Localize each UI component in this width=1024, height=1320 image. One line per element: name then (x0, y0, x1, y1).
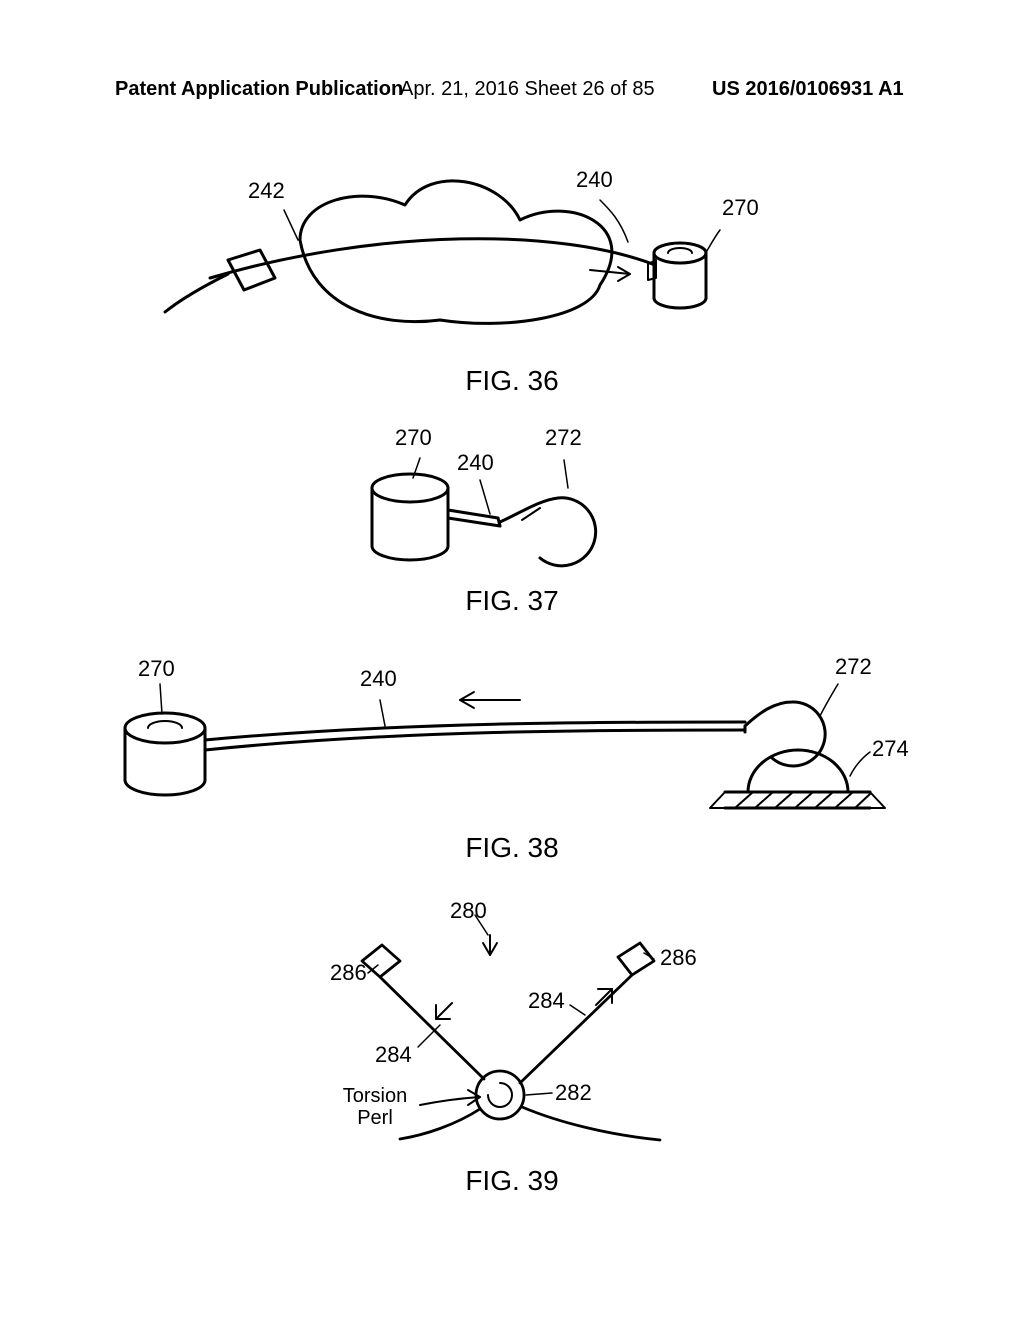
fig39-caption: FIG. 39 (412, 1165, 612, 1197)
fig36-ref-242: 242 (248, 178, 285, 204)
fig37-caption: FIG. 37 (412, 585, 612, 617)
header-left: Patent Application Publication (115, 78, 403, 101)
fig39-ref-282: 282 (555, 1080, 592, 1106)
fig37-ref-240: 240 (457, 450, 494, 476)
fig39-svg (0, 895, 1024, 1175)
fig37-ref-272: 272 (545, 425, 582, 451)
fig39-ref-286b: 286 (660, 945, 697, 971)
fig38-caption: FIG. 38 (412, 832, 612, 864)
fig36-svg (0, 150, 1024, 370)
fig38-ref-240: 240 (360, 666, 397, 692)
fig39-ref-280: 280 (450, 898, 487, 924)
fig37-svg (0, 418, 1024, 588)
fig38-ref-270: 270 (138, 656, 175, 682)
fig39-torsion-line1: Torsion (330, 1085, 420, 1108)
header-right: US 2016/0106931 A1 (712, 78, 904, 101)
fig38-ref-272: 272 (835, 654, 872, 680)
fig37-ref-270: 270 (395, 425, 432, 451)
fig36-caption: FIG. 36 (412, 365, 612, 397)
fig39-ref-284b: 284 (528, 988, 565, 1014)
fig39-ref-286a: 286 (330, 960, 367, 986)
fig36-ref-240: 240 (576, 167, 613, 193)
fig39-ref-284a: 284 (375, 1042, 412, 1068)
fig39-torsion-line2: Perl (330, 1107, 420, 1130)
fig36-ref-270: 270 (722, 195, 759, 221)
fig38-ref-274: 274 (872, 736, 909, 762)
page: Patent Application Publication Apr. 21, … (0, 0, 1024, 1320)
header-mid: Apr. 21, 2016 Sheet 26 of 85 (400, 78, 655, 101)
